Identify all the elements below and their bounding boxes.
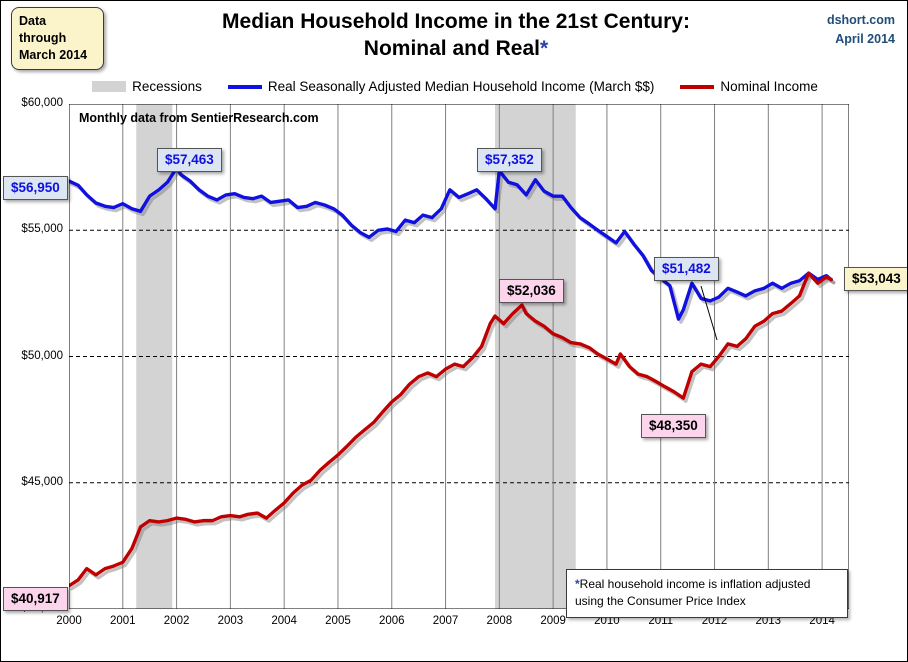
callout-leader-lines (700, 285, 718, 341)
x-tick-label-2008: 2008 (486, 615, 513, 627)
callout-peak-2008: $57,352 (477, 148, 542, 172)
x-tick-label-2009: 2009 (540, 615, 566, 627)
callout-start-real: $56,950 (3, 176, 68, 200)
title-line-2: Nominal and Real* (151, 36, 761, 63)
title-line-2-text: Nominal and Real (363, 36, 540, 60)
nominal-line-swatch-icon (680, 84, 715, 89)
callout-peak-2002: $57,463 (157, 148, 222, 172)
leader-line-trough-2011 (700, 285, 718, 341)
grid-lines (69, 104, 849, 609)
chart-svg (69, 104, 849, 609)
plot-area: Monthly data from SentierResearch.com $5… (3, 104, 907, 618)
x-axis: 2000 2001 2002 2003 2004 2005 2006 2007 2008 2009… (56, 613, 849, 633)
x-tick-label-2004: 2004 (271, 615, 297, 627)
x-tick-label-2013: 2013 (755, 615, 782, 627)
y-tick-label-50000: $50,000 (21, 349, 63, 362)
legend-label-recessions: Recessions (132, 79, 202, 94)
footnote-line-1: *Real household income is inflation adju… (575, 576, 839, 593)
x-tick-label-2002: 2002 (163, 615, 190, 627)
data-through-line1: Data through (19, 14, 67, 45)
recession-swatch-icon (92, 81, 127, 92)
footnote-line-2: using the Consumer Price Index (575, 594, 746, 609)
x-tick-label-2011: 2011 (648, 615, 674, 627)
x-tick-label-2005: 2005 (325, 615, 351, 627)
x-tick-label-2003: 2003 (217, 615, 244, 627)
title-asterisk: * (540, 36, 549, 60)
y-tick-label-45000: $45,000 (21, 475, 63, 488)
page-title: Median Household Income in the 21st Cent… (151, 9, 761, 63)
x-tick-label-2007: 2007 (432, 615, 459, 627)
series-shadow-1 (69, 274, 836, 591)
x-tick-label-2000: 2000 (56, 615, 82, 627)
legend-label-nominal-income: Nominal Income (720, 79, 818, 94)
x-tick-label-2014: 2014 (809, 615, 835, 627)
vertical-grid-lines (69, 104, 823, 609)
series-line-real-income (69, 166, 833, 321)
y-tick-label-60000: $60,000 (21, 97, 63, 109)
x-tick-label-2010: 2010 (594, 615, 620, 627)
callout-start-nominal: $40,917 (3, 587, 68, 611)
y-tick-label-55000: $55,000 (21, 223, 63, 236)
x-tick-label-2006: 2006 (378, 615, 405, 627)
callout-trough-2011: $51,482 (654, 257, 719, 281)
footnote-asterisk: * (575, 577, 580, 591)
note-monthly-data: Monthly data from SentierResearch.com (79, 111, 319, 125)
series-line-nominal-income (69, 271, 833, 588)
y-axis: $40,000$45,000$50,000$55,000$60,000 (1, 97, 63, 614)
x-tick-label-2012: 2012 (701, 615, 728, 627)
title-line-1: Median Household Income in the 21st Cent… (222, 10, 690, 33)
data-through-badge: Data through March 2014 (11, 7, 104, 70)
legend-item-recessions: Recessions (92, 79, 202, 94)
real-line-swatch-icon (227, 84, 262, 89)
footnote-line-1-text: Real household income is inflation adjus… (579, 577, 811, 591)
callout-latest: $53,043 (844, 267, 907, 291)
legend-item-real-income: Real Seasonally Adjusted Median Househol… (227, 79, 655, 94)
x-tick-label-2001: 2001 (109, 615, 136, 627)
data-series (69, 166, 836, 591)
source-credit: dshort.com April 2014 (827, 11, 895, 49)
credit-date: April 2014 (835, 31, 895, 46)
legend-label-real-income: Real Seasonally Adjusted Median Househol… (267, 79, 655, 94)
credit-site: dshort.com (826, 13, 895, 27)
data-through-line2: March 2014 (19, 47, 88, 62)
callout-peak-nominal: $52,036 (499, 279, 564, 303)
chart-legend: Recessions Real Seasonally Adjusted Medi… (1, 79, 907, 94)
footnote-box: *Real household income is inflation adju… (566, 569, 848, 618)
callout-trough-nominal: $48,350 (641, 414, 706, 438)
legend-item-nominal-income: Nominal Income (680, 79, 818, 94)
